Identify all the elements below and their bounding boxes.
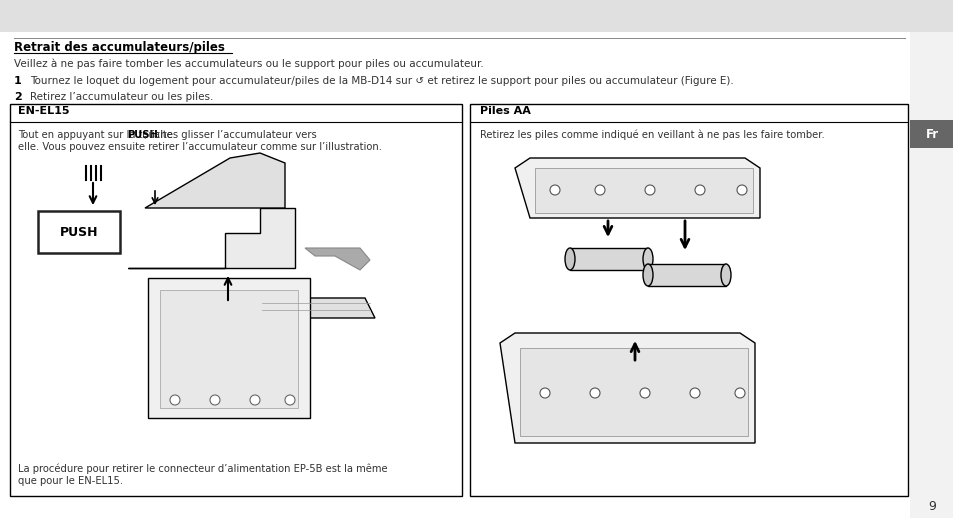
Circle shape xyxy=(595,185,604,195)
Text: La procédure pour retirer le connecteur d’alimentation EP-5B est la même: La procédure pour retirer le connecteur … xyxy=(18,464,387,474)
Ellipse shape xyxy=(720,264,730,286)
Text: EN-EL15: EN-EL15 xyxy=(18,106,70,116)
Bar xyxy=(0,0,953,32)
Polygon shape xyxy=(145,153,285,208)
Circle shape xyxy=(550,185,559,195)
Polygon shape xyxy=(148,278,310,418)
Bar xyxy=(909,32,953,518)
Circle shape xyxy=(285,395,294,405)
Text: Tout en appuyant sur la touche: Tout en appuyant sur la touche xyxy=(18,130,175,140)
Ellipse shape xyxy=(642,264,652,286)
Bar xyxy=(38,211,120,253)
Circle shape xyxy=(539,388,550,398)
Bar xyxy=(10,104,461,496)
Ellipse shape xyxy=(642,248,652,270)
Bar xyxy=(519,348,747,436)
Text: Tournez le loquet du logement pour accumulateur/piles de la MB-D14 sur ↺ et reti: Tournez le loquet du logement pour accum… xyxy=(30,76,733,86)
Polygon shape xyxy=(515,158,760,218)
Text: Fr: Fr xyxy=(924,127,938,140)
Polygon shape xyxy=(569,248,647,270)
Circle shape xyxy=(734,388,744,398)
Circle shape xyxy=(250,395,260,405)
Text: PUSH: PUSH xyxy=(127,130,157,140)
Circle shape xyxy=(737,185,746,195)
Text: PUSH: PUSH xyxy=(60,225,98,238)
Ellipse shape xyxy=(564,248,575,270)
Bar xyxy=(535,168,752,213)
Circle shape xyxy=(689,388,700,398)
Text: elle. Vous pouvez ensuite retirer l’accumulateur comme sur l’illustration.: elle. Vous pouvez ensuite retirer l’accu… xyxy=(18,142,381,152)
Circle shape xyxy=(170,395,180,405)
Text: Retrait des accumulateurs/piles: Retrait des accumulateurs/piles xyxy=(14,40,225,53)
Bar xyxy=(470,104,907,496)
Text: Piles AA: Piles AA xyxy=(479,106,530,116)
Text: 2: 2 xyxy=(14,92,22,102)
Polygon shape xyxy=(647,264,725,286)
Bar xyxy=(160,290,297,408)
Polygon shape xyxy=(499,333,754,443)
Circle shape xyxy=(644,185,655,195)
Text: Retirez l’accumulateur ou les piles.: Retirez l’accumulateur ou les piles. xyxy=(30,92,213,102)
Text: Retirez les piles comme indiqué en veillant à ne pas les faire tomber.: Retirez les piles comme indiqué en veill… xyxy=(479,130,824,140)
Polygon shape xyxy=(260,298,375,318)
Polygon shape xyxy=(128,208,294,268)
Circle shape xyxy=(589,388,599,398)
Text: que pour le EN-EL15.: que pour le EN-EL15. xyxy=(18,476,123,486)
Circle shape xyxy=(210,395,220,405)
Text: 1: 1 xyxy=(14,76,22,86)
Circle shape xyxy=(695,185,704,195)
Text: , faites glisser l’accumulateur vers: , faites glisser l’accumulateur vers xyxy=(144,130,316,140)
Text: 9: 9 xyxy=(927,499,935,512)
Text: Veillez à ne pas faire tomber les accumulateurs ou le support pour piles ou accu: Veillez à ne pas faire tomber les accumu… xyxy=(14,59,483,69)
Circle shape xyxy=(639,388,649,398)
Bar xyxy=(909,120,953,148)
Polygon shape xyxy=(305,248,370,270)
